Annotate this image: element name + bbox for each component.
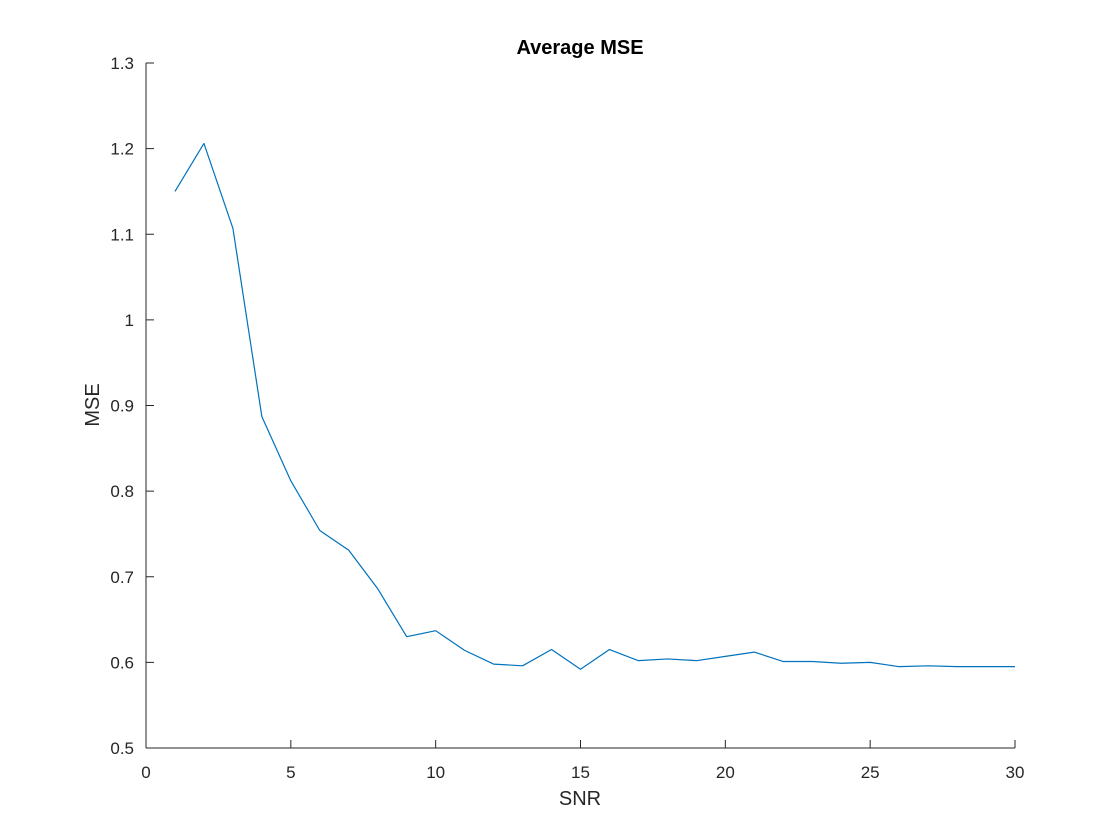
ticks-layer: 0 5 10 15 20 25 30 0.5 0.6 0.7 0.8 0.9 1 1.1 1.2 1.3 xyxy=(110,54,1024,782)
chart-title: Average MSE xyxy=(516,37,643,59)
y-tick-label: 0.5 xyxy=(110,739,134,758)
y-tick-label: 0.8 xyxy=(110,482,134,501)
x-tick-label: 30 xyxy=(1006,763,1025,782)
y-tick-label: 1.2 xyxy=(110,140,134,159)
x-tick-label: 15 xyxy=(571,763,590,782)
x-tick-label: 10 xyxy=(426,763,445,782)
y-tick-label: 0.9 xyxy=(110,397,134,416)
y-axis-label: MSE xyxy=(82,383,104,426)
y-tick-label: 1.1 xyxy=(110,225,134,244)
y-tick-label: 0.6 xyxy=(110,653,134,672)
series-layer xyxy=(174,142,1015,670)
y-tick-label: 1.3 xyxy=(110,54,134,73)
x-tick-label: 25 xyxy=(861,763,880,782)
y-tick-label: 0.7 xyxy=(110,568,134,587)
x-tick-label: 0 xyxy=(141,763,150,782)
y-tick-label: 1 xyxy=(125,311,134,330)
plot-area xyxy=(146,63,1015,748)
x-axis-label: SNR xyxy=(559,788,601,810)
x-tick-label: 5 xyxy=(286,763,295,782)
x-tick-label: 20 xyxy=(716,763,735,782)
series-line-0 xyxy=(174,142,1015,670)
